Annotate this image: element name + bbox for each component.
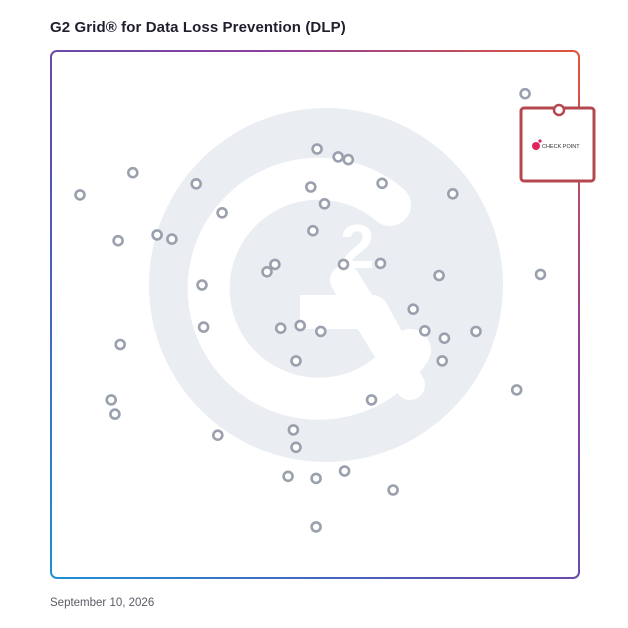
vendor-marker[interactable] [552, 103, 566, 117]
vendor-point-37[interactable] [365, 394, 378, 406]
vendor-point-19[interactable] [337, 258, 350, 271]
vendor-point-34[interactable] [436, 355, 449, 367]
highlight-vendor[interactable]: CHECK POINT [519, 103, 596, 183]
vendor-point-25[interactable] [197, 321, 210, 333]
vendor-point-21[interactable] [433, 269, 445, 282]
vendor-point-18[interactable] [261, 265, 273, 278]
vendor-point-22[interactable] [534, 268, 547, 281]
vendor-point-29[interactable] [418, 324, 431, 337]
vendor-point-24[interactable] [407, 303, 420, 316]
vendor-point-38[interactable] [109, 408, 121, 420]
vendor-point-27[interactable] [294, 319, 307, 332]
vendor-point-40[interactable] [287, 424, 300, 436]
vendor-point-11[interactable] [318, 198, 331, 210]
vendor-point-17[interactable] [269, 258, 281, 271]
vendor-point-31[interactable] [470, 325, 482, 338]
vendor-point-12[interactable] [216, 207, 228, 219]
check-point-logo-icon [532, 139, 542, 150]
vendor-label: CHECK POINT [542, 144, 580, 150]
vendor-point-16[interactable] [166, 233, 178, 245]
svg-text:2: 2 [340, 213, 374, 282]
vendor-point-43[interactable] [282, 470, 294, 483]
points-layer [74, 87, 547, 533]
vendor-point-9[interactable] [74, 189, 86, 201]
vendor-point-8[interactable] [376, 177, 388, 190]
vendor-point-35[interactable] [510, 384, 523, 396]
vendor-point-44[interactable] [310, 472, 322, 485]
vendor-point-39[interactable] [212, 429, 224, 442]
g2-watermark: 2 [149, 108, 503, 462]
vendor-point-28[interactable] [314, 325, 327, 338]
vendor-point-33[interactable] [290, 355, 302, 367]
vendor-point-6[interactable] [190, 178, 202, 190]
vendor-point-42[interactable] [338, 465, 351, 477]
vendor-point-7[interactable] [304, 181, 317, 193]
vendor-point-1[interactable] [519, 87, 531, 100]
grid-frame [50, 50, 580, 579]
vendor-point-5[interactable] [127, 166, 139, 179]
vendor-point-30[interactable] [438, 332, 451, 345]
grid-date: September 10, 2026 [50, 597, 155, 609]
vendor-point-13[interactable] [307, 224, 319, 237]
vendor-point-10[interactable] [446, 188, 459, 200]
vendor-point-14[interactable] [112, 234, 124, 247]
vendor-point-32[interactable] [114, 338, 126, 351]
vendor-point-2[interactable] [311, 143, 323, 155]
vendor-point-23[interactable] [196, 279, 208, 291]
vendor-point-41[interactable] [290, 441, 302, 454]
vendor-point-15[interactable] [151, 229, 163, 241]
vendor-point-46[interactable] [310, 521, 322, 533]
vendor-point-26[interactable] [274, 322, 287, 335]
vendor-point-4[interactable] [342, 153, 355, 166]
vendor-point-3[interactable] [332, 151, 345, 163]
page-title: G2 Grid® for Data Loss Prevention (DLP) [50, 19, 346, 36]
vendor-point-20[interactable] [374, 257, 387, 270]
vendor-point-45[interactable] [387, 484, 399, 496]
vendor-point-36[interactable] [105, 394, 117, 406]
